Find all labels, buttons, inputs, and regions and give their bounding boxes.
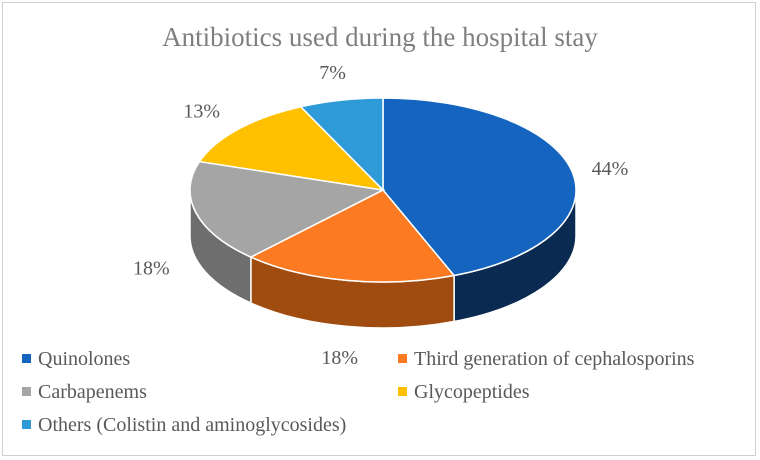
pie-slice-third-generation-of-cephalosporins	[249, 189, 456, 283]
legend-label-cephalosporins: Third generation of cephalosporins	[414, 348, 695, 370]
pie-slice-carbapenems	[189, 160, 386, 258]
pie-top-faces	[189, 97, 577, 283]
legend-item-quinolones: Quinolones	[22, 348, 130, 371]
legend-label-quinolones: Quinolones	[38, 348, 131, 370]
pie-slice-glycopeptides	[198, 105, 386, 192]
data-label-glycopeptides: 13%	[183, 100, 220, 122]
legend-swatch-others	[22, 419, 31, 429]
legend-label-glycopeptides: Glycopeptides	[414, 381, 530, 403]
chart-title: Antibiotics used during the hospital sta…	[162, 22, 598, 52]
legend-label-others: Others (Colistin and aminoglycosides)	[38, 414, 347, 436]
legend-item-glycopeptides: Glycopeptides	[398, 381, 530, 404]
data-label-third-generation-of-cephalosporins: 18%	[321, 347, 358, 369]
legend-item-others: Others (Colistin and aminoglycosides)	[22, 414, 346, 437]
pie-data-labels: 44% 18% 18% 13% 7%	[133, 62, 628, 369]
legend-swatch-glycopeptides	[398, 386, 407, 396]
legend-swatch-cephalosporins	[398, 353, 407, 363]
data-label-quinolones: 44%	[592, 158, 629, 180]
data-label-carbapenems: 18%	[133, 257, 170, 279]
data-label-others-colistin-and-aminoglycosides: 7%	[319, 62, 346, 84]
legend-label-carbapenems: Carbapenems	[38, 381, 147, 403]
pie-slice-quinolones	[382, 97, 577, 277]
pie-slice-others-colistin-and-aminoglycosides	[299, 97, 384, 192]
legend-swatch-quinolones	[22, 353, 31, 363]
legend-swatch-carbapenems	[22, 386, 31, 396]
legend-item-carbapenems: Carbapenems	[22, 381, 147, 404]
legend-item-cephalosporins: Third generation of cephalosporins	[398, 348, 694, 371]
